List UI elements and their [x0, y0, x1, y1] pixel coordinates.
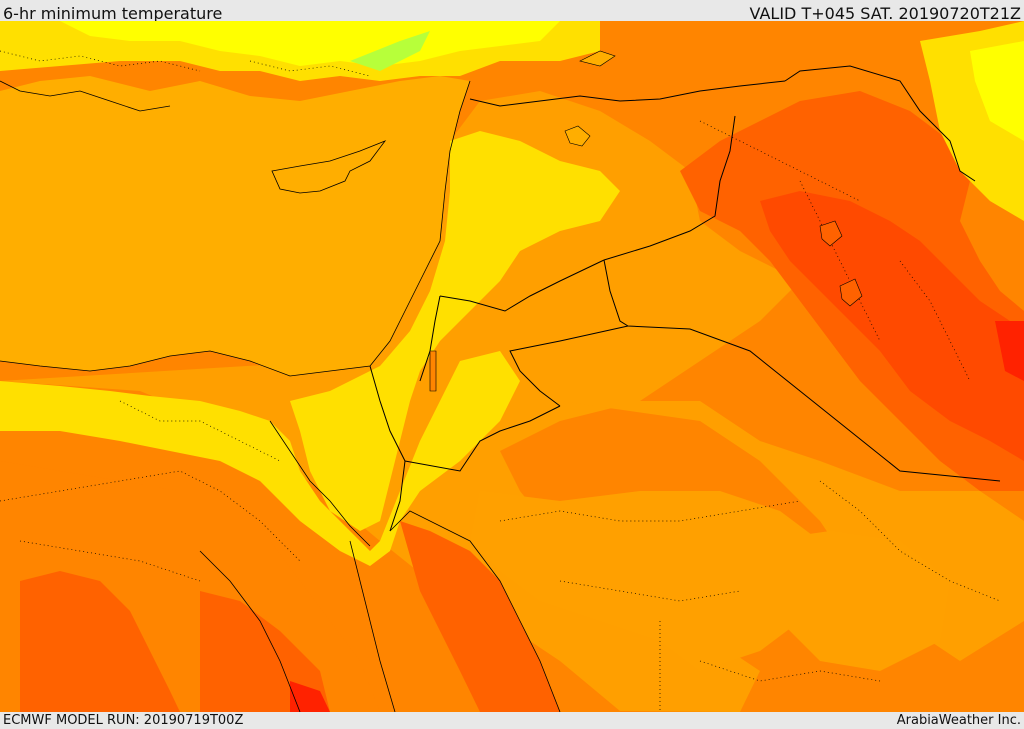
lake: [579, 50, 616, 67]
temp-band-hottest: [995, 321, 1024, 381]
lake: [839, 278, 863, 307]
lake: [564, 125, 591, 147]
country-borders: [369, 65, 1001, 532]
map-title: 6-hr minimum temperature: [3, 4, 223, 21]
green-patch: [350, 31, 430, 71]
cyprus-island: [271, 140, 387, 194]
temp-band-hot: [400, 521, 560, 712]
temp-band-mid-orange: [470, 491, 830, 671]
temp-band-very-hot: [760, 191, 1024, 461]
temp-band-light-yellow: [290, 131, 620, 531]
model-run-label: ECMWF MODEL RUN: 20190719T00Z: [3, 713, 244, 728]
temp-band-hottest: [290, 681, 330, 712]
temp-band-mid-orange: [760, 531, 950, 671]
map-header: 6-hr minimum temperature VALID T+045 SAT…: [0, 0, 1024, 21]
temp-band-yellow: [60, 21, 560, 66]
credit-label: ArabiaWeather Inc.: [896, 713, 1021, 728]
map-footer: ECMWF MODEL RUN: 20190719T00Z ArabiaWeat…: [0, 712, 1024, 729]
valid-time-label: VALID T+045 SAT. 20190720T21Z: [749, 4, 1021, 21]
lake: [819, 220, 843, 247]
temp-band-yellow: [970, 41, 1024, 141]
province-borders: [0, 50, 1001, 712]
temp-band-hot: [20, 571, 180, 712]
coastlines: [0, 80, 561, 712]
dead-sea: [429, 350, 437, 392]
temperature-map: [0, 21, 1024, 712]
mediterranean-sea: [0, 76, 470, 376]
temp-band-hot: [200, 591, 330, 712]
temp-band-light-yellow: [0, 351, 520, 566]
